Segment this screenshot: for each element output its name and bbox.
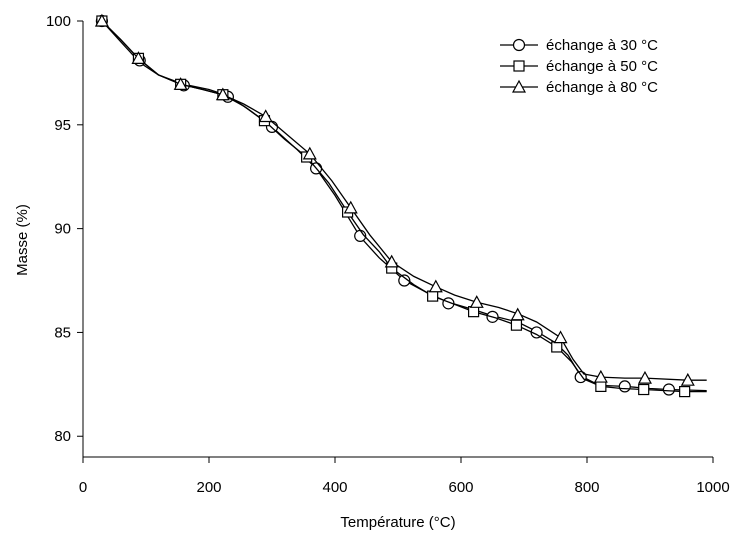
data-point xyxy=(638,383,650,396)
legend-marker xyxy=(511,79,527,93)
data-point xyxy=(173,77,188,90)
data-point xyxy=(302,146,317,160)
x-tick-label: 1000 xyxy=(696,479,729,496)
legend-label: échange à 30 °C xyxy=(546,37,658,54)
data-point xyxy=(398,274,411,287)
legend-marker xyxy=(513,60,525,72)
data-point xyxy=(553,330,568,344)
data-point xyxy=(551,341,563,353)
data-point xyxy=(427,290,439,302)
data-point xyxy=(131,51,146,64)
legend-entry: échange à 50 °C xyxy=(500,58,658,75)
series-triangle xyxy=(94,13,707,386)
data-point xyxy=(258,109,273,123)
y-tick-label: 100 xyxy=(46,13,71,30)
x-tick-label: 0 xyxy=(79,479,87,496)
y-tick-label: 90 xyxy=(54,221,71,238)
data-point xyxy=(574,370,587,384)
data-point xyxy=(593,369,608,383)
x-tick-label: 200 xyxy=(196,479,221,496)
data-point xyxy=(469,295,484,308)
x-tick-label: 600 xyxy=(448,479,473,496)
legend-label: échange à 80 °C xyxy=(546,79,658,96)
y-axis-title: Masse (%) xyxy=(14,204,31,276)
data-point xyxy=(215,87,230,101)
series-line xyxy=(101,20,707,393)
legend-entry: échange à 30 °C xyxy=(500,37,658,54)
data-point xyxy=(662,383,676,396)
data-point xyxy=(384,254,399,268)
data-point xyxy=(680,372,695,386)
data-point xyxy=(510,307,525,321)
y-tick-label: 85 xyxy=(54,324,71,341)
data-point xyxy=(679,386,691,398)
data-point xyxy=(343,200,358,214)
legend-entry: échange à 80 °C xyxy=(500,79,658,96)
y-tick-label: 80 xyxy=(54,428,71,445)
series-line xyxy=(101,20,707,381)
x-tick-label: 800 xyxy=(574,479,599,496)
legend-marker xyxy=(512,38,526,52)
data-point xyxy=(510,319,523,331)
data-point xyxy=(637,370,652,384)
x-tick-label: 400 xyxy=(322,479,347,496)
data-point xyxy=(618,380,631,393)
data-point xyxy=(468,306,480,318)
y-tick-label: 95 xyxy=(54,117,71,134)
legend-label: échange à 50 °C xyxy=(546,58,658,75)
plot-area: 0 200 400 600 800 1000 80 85 90 95 100 xyxy=(46,13,730,496)
series-line xyxy=(101,20,707,392)
legend: échange à 30 °C échange à 50 °C échange à … xyxy=(500,37,658,96)
x-axis-title: Température (°C) xyxy=(340,514,455,531)
data-point xyxy=(94,13,109,27)
data-point xyxy=(595,380,607,393)
data-point xyxy=(428,279,443,293)
